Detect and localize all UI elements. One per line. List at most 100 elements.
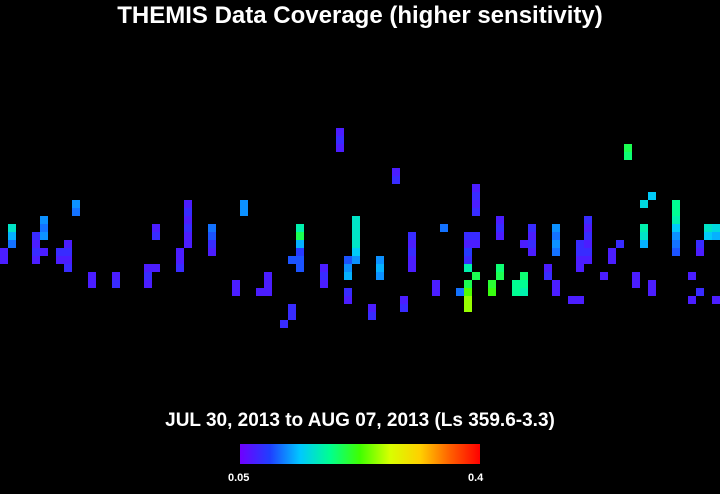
coverage-cell [152, 264, 160, 272]
coverage-cell [496, 216, 504, 224]
colorbar-min-label: 0.05 [228, 472, 250, 484]
coverage-cell [320, 272, 328, 280]
coverage-cell [152, 224, 160, 232]
coverage-cell [256, 288, 264, 296]
colorbar [240, 444, 480, 464]
coverage-cell [584, 232, 592, 240]
coverage-cell [584, 248, 592, 256]
coverage-cell [152, 232, 160, 240]
coverage-cell [472, 208, 480, 216]
coverage-cell [264, 280, 272, 288]
coverage-cell [632, 272, 640, 280]
coverage-cell [672, 240, 680, 248]
coverage-cell [584, 224, 592, 232]
coverage-cell [648, 288, 656, 296]
coverage-cell [240, 208, 248, 216]
coverage-cell [64, 256, 72, 264]
coverage-cell [40, 224, 48, 232]
coverage-cell [632, 280, 640, 288]
coverage-cell [184, 224, 192, 232]
coverage-cell [56, 256, 64, 264]
coverage-cell [392, 168, 400, 176]
coverage-cell [352, 224, 360, 232]
coverage-cell [32, 232, 40, 240]
coverage-cell [488, 288, 496, 296]
coverage-cell [64, 248, 72, 256]
coverage-cell [712, 224, 720, 232]
coverage-cell [584, 240, 592, 248]
coverage-cell [672, 232, 680, 240]
coverage-cell [544, 264, 552, 272]
coverage-cell [456, 288, 464, 296]
coverage-cell [208, 240, 216, 248]
coverage-cell [40, 248, 48, 256]
coverage-cell [32, 240, 40, 248]
coverage-cell [288, 304, 296, 312]
chart-title: THEMIS Data Coverage (higher sensitivity… [117, 2, 603, 29]
coverage-cell [552, 280, 560, 288]
coverage-cell [344, 296, 352, 304]
coverage-cell [8, 224, 16, 232]
coverage-cell [296, 240, 304, 248]
coverage-cell [520, 272, 528, 280]
coverage-cell [528, 224, 536, 232]
coverage-cell [496, 272, 504, 280]
coverage-cell [576, 296, 584, 304]
coverage-cell [552, 224, 560, 232]
coverage-cell [672, 224, 680, 232]
coverage-cell [184, 208, 192, 216]
coverage-cell [280, 320, 288, 328]
coverage-cell [512, 280, 520, 288]
coverage-cell [600, 272, 608, 280]
coverage-cell [8, 240, 16, 248]
coverage-cell [704, 224, 712, 232]
coverage-cell [640, 232, 648, 240]
coverage-cell [288, 256, 296, 264]
coverage-cell [376, 272, 384, 280]
coverage-cell [712, 232, 720, 240]
coverage-cell [296, 224, 304, 232]
coverage-cell [56, 248, 64, 256]
coverage-cell [496, 264, 504, 272]
coverage-cell [672, 248, 680, 256]
coverage-cell [72, 208, 80, 216]
coverage-cell [472, 200, 480, 208]
coverage-cell [512, 288, 520, 296]
coverage-cell [472, 192, 480, 200]
coverage-cell [344, 256, 352, 264]
coverage-cell [440, 224, 448, 232]
coverage-cell [696, 248, 704, 256]
coverage-cell [688, 296, 696, 304]
coverage-cell [32, 248, 40, 256]
coverage-cell [640, 240, 648, 248]
coverage-cell [464, 232, 472, 240]
coverage-cell [232, 280, 240, 288]
coverage-cell [464, 256, 472, 264]
coverage-cell [352, 216, 360, 224]
coverage-cell [640, 224, 648, 232]
coverage-cell [32, 256, 40, 264]
coverage-cell [392, 176, 400, 184]
coverage-cell [544, 272, 552, 280]
coverage-cell [464, 296, 472, 304]
coverage-cell [520, 288, 528, 296]
coverage-cell [0, 248, 8, 256]
coverage-cell [400, 304, 408, 312]
coverage-cell [576, 248, 584, 256]
coverage-cell [112, 280, 120, 288]
coverage-cell [0, 256, 8, 264]
coverage-cell [376, 264, 384, 272]
coverage-cell [8, 232, 16, 240]
coverage-cell [176, 256, 184, 264]
coverage-cell [464, 240, 472, 248]
coverage-cell [464, 280, 472, 288]
coverage-cell [336, 128, 344, 136]
coverage-cell [184, 232, 192, 240]
coverage-cell [144, 272, 152, 280]
coverage-cell [624, 144, 632, 152]
coverage-cell [712, 296, 720, 304]
coverage-cell [376, 256, 384, 264]
coverage-cell [288, 312, 296, 320]
coverage-cell [264, 272, 272, 280]
